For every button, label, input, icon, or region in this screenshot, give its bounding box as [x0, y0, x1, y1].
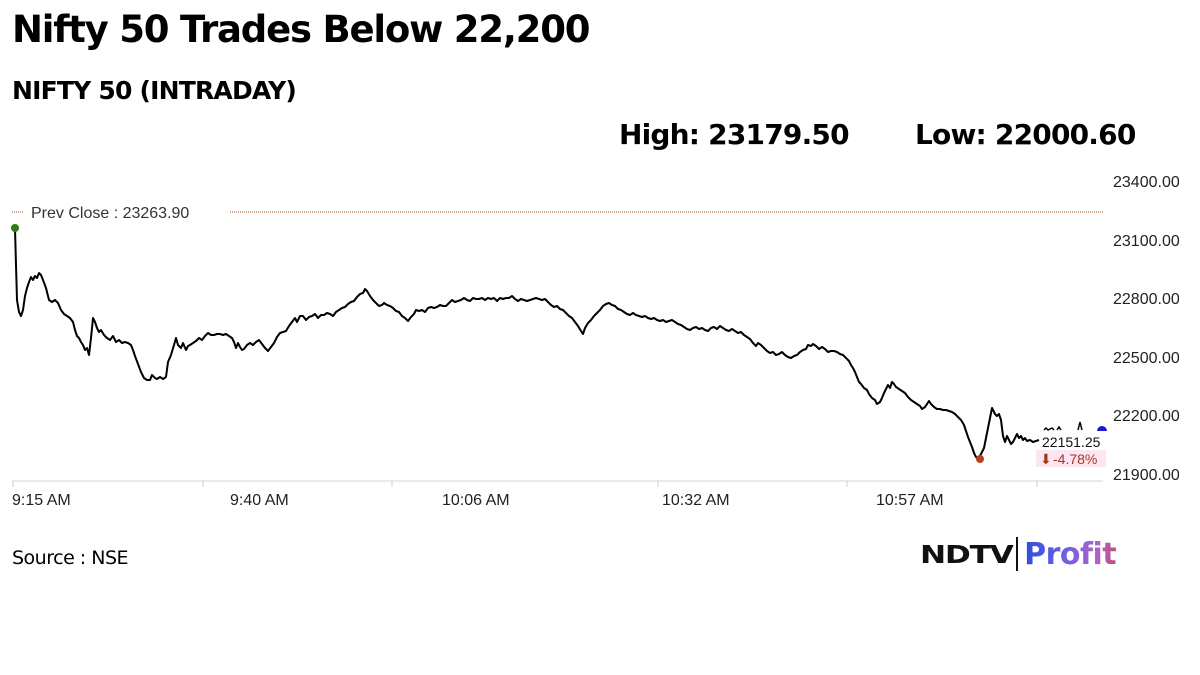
y-tick-label: 23100.00 — [1113, 233, 1180, 250]
price-line — [14, 227, 1040, 459]
source-label: Source : NSE — [12, 547, 129, 569]
price-line-tail — [1056, 425, 1062, 431]
day-low-marker — [976, 455, 984, 463]
profit-logo-text: Profit — [1024, 536, 1117, 572]
y-tick-label: 23400.00 — [1113, 174, 1180, 191]
low-value: Low: 22000.60 — [915, 118, 1136, 151]
x-tick-label: 10:32 AM — [662, 492, 730, 509]
x-tick-label: 10:57 AM — [876, 492, 944, 509]
y-tick-label: 22200.00 — [1113, 408, 1180, 425]
change-percent: -4.78% — [1053, 451, 1097, 467]
x-tick-label: 10:06 AM — [442, 492, 510, 509]
headline: Nifty 50 Trades Below 22,200 — [12, 8, 591, 51]
prev-close-label: Prev Close : 23263.90 — [31, 205, 189, 222]
y-tick-label: 22800.00 — [1113, 291, 1180, 308]
high-value: High: 23179.50 — [619, 118, 850, 151]
x-tick-label: 9:40 AM — [230, 492, 289, 509]
y-tick-label: 22500.00 — [1113, 350, 1180, 367]
ndtv-logo-text: NDTV — [920, 539, 1014, 569]
x-tick-label: 9:15 AM — [12, 492, 71, 509]
last-price-marker — [1097, 426, 1107, 431]
change-badge-bg — [1036, 450, 1106, 467]
open-marker — [11, 224, 19, 232]
last-value: 22151.25 — [1042, 434, 1101, 450]
y-tick-label: 21900.00 — [1113, 467, 1180, 484]
price-line-tail — [1077, 421, 1083, 431]
chart-subtitle: NIFTY 50 (INTRADAY) — [12, 76, 297, 105]
change-arrow-icon: ⬇ — [1040, 451, 1052, 467]
brand-logo: NDTV Profit — [920, 536, 1117, 572]
logo-divider — [1016, 537, 1019, 571]
price-line-tail — [1043, 426, 1055, 431]
